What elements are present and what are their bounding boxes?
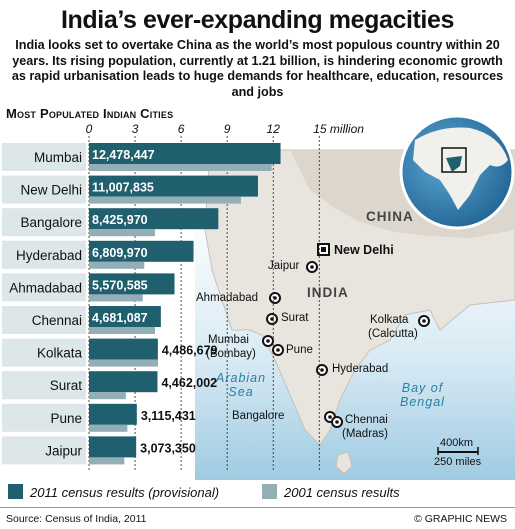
- value-label: 3,115,431: [141, 409, 196, 423]
- bar-2011: [89, 175, 258, 197]
- bay-of-bengal-line-2: Bengal: [400, 395, 445, 409]
- category-label: New Delhi: [20, 183, 82, 198]
- bar-2011: [89, 306, 161, 327]
- category-box: [2, 240, 86, 269]
- city-label-calcutta: (Calcutta): [368, 328, 418, 340]
- city-label-mumbai: Mumbai: [208, 334, 249, 346]
- bar-2001: [89, 261, 145, 269]
- x-tick-label: 12: [267, 122, 281, 136]
- category-label: Mumbai: [34, 150, 82, 165]
- sri-lanka: [335, 451, 353, 475]
- india-label: INDIA: [307, 285, 349, 300]
- scale-km-label: 400km: [440, 437, 474, 449]
- city-label-madras: (Madras): [342, 428, 389, 440]
- x-tick-label: 15 million: [313, 122, 364, 136]
- category-box: [2, 338, 86, 367]
- bar-2001: [89, 327, 156, 334]
- city-label-surat: Surat: [281, 312, 309, 324]
- bar-chart: 0 3 6 9 12 15 million Mumbai 12,478,447 New Delh…: [2, 122, 364, 472]
- legend-swatch-2001: [262, 484, 277, 499]
- capital-label: New Delhi: [334, 243, 394, 257]
- bar-2001: [89, 457, 125, 465]
- category-box: [2, 306, 86, 334]
- value-label: 3,073,350: [140, 441, 196, 455]
- city-label-bombay: (Bombay): [206, 348, 256, 360]
- category-box: [2, 371, 86, 400]
- value-label: 4,681,087: [92, 311, 148, 325]
- x-tick-label: 9: [224, 122, 231, 136]
- category-box: [2, 175, 86, 204]
- city-label-jaipur: Jaipur: [268, 260, 300, 272]
- x-tick-label: 6: [178, 122, 185, 136]
- city-label-hyderabad: Hyderabad: [332, 363, 389, 375]
- value-label: 8,425,970: [92, 213, 148, 227]
- bar-2001: [89, 294, 143, 302]
- category-box: [2, 403, 86, 432]
- bar-2001: [89, 196, 241, 204]
- city-label-kolkata: Kolkata: [370, 314, 409, 326]
- category-label: Pune: [50, 411, 82, 426]
- legend-label-2011: 2011 census results (provisional): [30, 485, 220, 500]
- value-label: 4,462,002: [161, 376, 217, 390]
- bar-2011: [89, 338, 158, 360]
- bar-2011: [89, 143, 281, 164]
- category-label: Ahmadabad: [9, 280, 82, 295]
- category-label: Jaipur: [45, 443, 82, 458]
- city-label-chennai: Chennai: [345, 414, 388, 426]
- credit-note: © GRAPHIC NEWS: [414, 513, 507, 525]
- value-label: 6,809,970: [92, 246, 148, 260]
- scale-miles-label: 250 miles: [434, 456, 482, 468]
- footer: Source: Census of India, 2011 © GRAPHIC …: [0, 507, 515, 529]
- bay-of-bengal-line-1: Bay of: [401, 381, 444, 395]
- city-label-bangalore: Bangalore: [232, 410, 285, 422]
- page-title: India’s ever-expanding megacities: [61, 6, 454, 34]
- category-box: [2, 208, 86, 237]
- x-tick-label: 0: [86, 122, 93, 136]
- city-label-pune: Pune: [286, 344, 313, 356]
- category-box: [2, 436, 86, 465]
- bar-2011: [89, 208, 219, 230]
- legend-swatch-2011: [8, 484, 23, 499]
- bar-2001: [89, 164, 272, 171]
- bar-2001: [89, 229, 156, 237]
- bay-of-bengal-label: Bay of Bengal: [400, 381, 445, 409]
- arabian-sea-line-2: Sea: [228, 385, 254, 399]
- category-label: Chennai: [32, 313, 82, 328]
- category-label: Bangalore: [20, 215, 82, 230]
- category-label: Surat: [50, 378, 83, 393]
- bar-2001: [89, 424, 128, 432]
- x-tick-label: 3: [132, 122, 139, 136]
- arabian-sea-line-1: Arabian: [216, 371, 267, 385]
- india-map: [195, 114, 515, 480]
- category-label: Kolkata: [37, 346, 83, 361]
- bar-2011: [89, 436, 137, 458]
- category-box: [2, 143, 86, 171]
- bar-2011: [89, 273, 175, 295]
- scale-bar: [437, 447, 479, 455]
- source-note: Source: Census of India, 2011: [6, 513, 147, 525]
- arabian-sea-label: Arabian Sea: [216, 371, 266, 399]
- bar-2011: [89, 371, 158, 393]
- chart-title: Most Populated Indian Cities: [6, 106, 174, 121]
- bar-2001: [89, 392, 126, 400]
- legend-label-2001: 2001 census results: [284, 485, 400, 500]
- category-label: Hyderabad: [16, 248, 82, 263]
- bar-2011: [89, 403, 137, 425]
- category-box: [2, 273, 86, 302]
- value-label: 12,478,447: [92, 148, 155, 162]
- value-label: 5,570,585: [92, 278, 148, 292]
- legend: 2011 census results (provisional) 2001 c…: [0, 480, 515, 506]
- bar-2011: [89, 240, 194, 262]
- page-subtitle: India looks set to overtake China as the…: [11, 38, 504, 99]
- bar-2001: [89, 359, 159, 367]
- globe-locator: [399, 114, 515, 230]
- value-label: 11,007,835: [92, 181, 154, 195]
- value-label: 4,486,679: [162, 344, 218, 358]
- china-label: CHINA: [366, 209, 414, 224]
